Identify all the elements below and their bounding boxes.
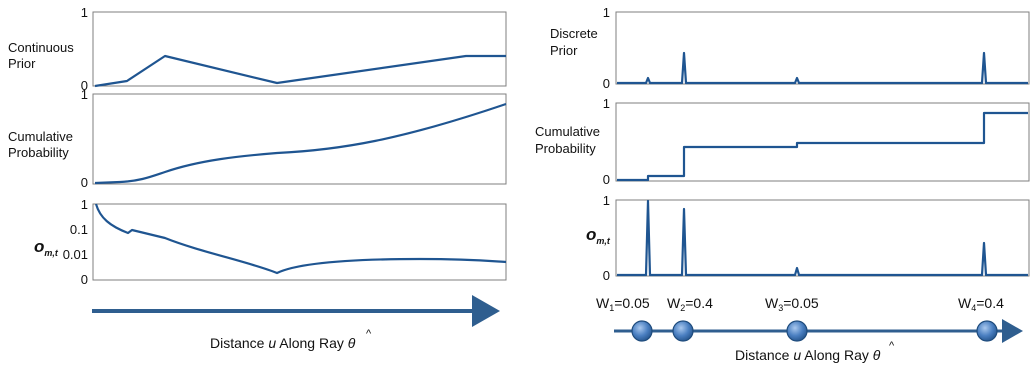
right-distance-caption: Distance u Along Ray θ [735, 347, 881, 363]
right-omt-panel: om,t 1 0 [586, 193, 1030, 283]
left-continuous-prior-panel: Continuous Prior 1 0 [8, 5, 507, 93]
right-omt-tick-top: 1 [603, 193, 610, 208]
right-prior-label-line1: Discrete [550, 26, 598, 41]
right-omt-axes [615, 199, 1030, 277]
left-omt-tick-0: 0 [81, 272, 88, 287]
weight-label-1: W1=0.05 [596, 295, 650, 313]
weight-marker-1 [631, 320, 653, 342]
left-prior-label-line1: Continuous [8, 40, 74, 55]
right-weight-labels: W1=0.05 W2=0.4 W3=0.05 W4=0.4 [596, 295, 1004, 313]
right-caption-hat: ^ [889, 340, 895, 352]
left-cumulative-label-line2: Probability [8, 145, 69, 160]
left-prior-axes [92, 11, 507, 87]
left-prior-tick-bottom: 0 [81, 78, 88, 93]
left-caption-hat: ^ [366, 328, 372, 340]
left-distance-axis: Distance u Along Ray θ ^ [92, 295, 500, 351]
right-omt-tick-bottom: 0 [603, 268, 610, 283]
weight-marker-3 [786, 320, 808, 342]
continuous-prior-curve [94, 54, 506, 88]
left-distance-caption: Distance u Along Ray θ [210, 335, 356, 351]
right-cumulative-axes [615, 102, 1030, 182]
right-cumulative-label-line2: Probability [535, 141, 596, 156]
weight-label-3: W3=0.05 [765, 295, 819, 313]
weight-label-4: W4=0.4 [958, 295, 1004, 313]
right-prior-tick-top: 1 [603, 5, 610, 20]
left-omt-tick-0.01: 0.01 [63, 247, 88, 262]
left-cumulative-tick-top: 1 [81, 87, 88, 102]
left-omt-axes [92, 203, 507, 281]
right-prior-axes [615, 11, 1030, 85]
right-distance-axis: Distance u Along Ray θ ^ [614, 319, 1023, 363]
weight-label-2: W2=0.4 [667, 295, 713, 313]
weight-marker-2 [672, 320, 694, 342]
right-cumulative-tick-bottom: 0 [603, 172, 610, 187]
right-prior-tick-bottom: 0 [603, 76, 610, 91]
right-omt-ylabel: om,t [586, 225, 611, 246]
right-cumulative-panel: Cumulative Probability 1 0 [535, 96, 1030, 187]
discrete-omt-curve [617, 199, 1028, 277]
continuous-cumulative-curve [94, 102, 507, 185]
right-discrete-prior-panel: Discrete Prior 1 0 [550, 5, 1030, 91]
left-omt-tick-1: 1 [81, 197, 88, 212]
continuous-omt-curve [94, 203, 507, 275]
left-prior-label-line2: Prior [8, 56, 36, 71]
left-cumulative-panel: Cumulative Probability 1 0 [8, 87, 507, 190]
left-omt-ylabel: om,t [34, 237, 59, 258]
right-cumulative-tick-top: 1 [603, 96, 610, 111]
left-cumulative-label-line1: Cumulative [8, 129, 73, 144]
weight-marker-4 [976, 320, 998, 342]
right-prior-label-line2: Prior [550, 43, 578, 58]
discrete-cumulative-curve [617, 111, 1028, 182]
left-prior-tick-top: 1 [81, 5, 88, 20]
left-omt-tick-0.1: 0.1 [70, 222, 88, 237]
left-omt-panel: om,t 1 0.1 0.01 0 [34, 197, 507, 287]
left-cumulative-axes [92, 93, 507, 185]
right-cumulative-label-line1: Cumulative [535, 124, 600, 139]
left-cumulative-tick-bottom: 0 [81, 175, 88, 190]
discrete-prior-curve [617, 51, 1028, 85]
